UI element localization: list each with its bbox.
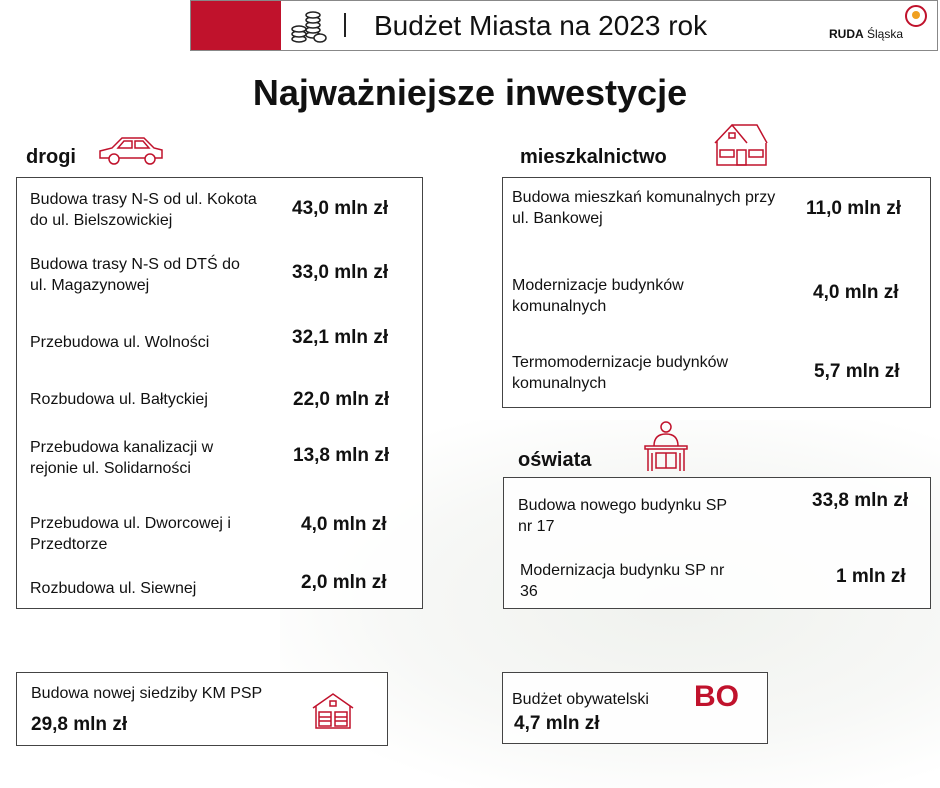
bo-box (502, 672, 768, 744)
oswiata-item-value: 33,8 mln zł (812, 490, 909, 511)
bo-badge: BO (694, 680, 739, 713)
drogi-item-value: 22,0 mln zł (293, 389, 390, 410)
house-icon (714, 123, 768, 166)
mieszkalnictwo-item-desc: Termomodernizacje budynków komunalnych (512, 354, 729, 392)
drogi-item-value: 32,1 mln zł (292, 327, 389, 348)
header-red-block (191, 1, 281, 50)
drogi-item-value: 13,8 mln zł (293, 445, 390, 466)
drogi-item-desc: Budowa trasy N-S od ul. Kokota do ul. Bi… (30, 191, 257, 229)
bo-value: 4,7 mln zł (514, 713, 600, 734)
drogi-item-desc: Rozbudowa ul. Bałtyckiej (30, 391, 208, 408)
oswiata-item-desc: Budowa nowego budynku SP nr 17 (518, 497, 727, 535)
oswiata-item-value: 1 mln zł (836, 566, 906, 587)
page-title: Najważniejsze inwestycje (252, 72, 688, 113)
kmpsp-desc: Budowa nowej siedziby KM PSP (31, 685, 263, 702)
mieszkalnictwo-item-value: 11,0 mln zł (806, 198, 902, 219)
oswiata-item-desc: Modernizacja budynku SP nr 36 (520, 562, 725, 600)
kmpsp-box (16, 672, 388, 746)
mieszkalnictwo-item-value: 5,7 mln zł (814, 361, 900, 382)
coins-icon (291, 11, 327, 43)
drogi-item-value: 43,0 mln zł (292, 198, 389, 219)
mieszkalnictwo-item-value: 4,0 mln zł (813, 282, 899, 303)
mieszkalnictwo-item-desc: Budowa mieszkań komunalnych przy ul. Ban… (512, 189, 776, 227)
mieszkalnictwo-box (502, 177, 931, 408)
section-title-oswiata: oświata (518, 449, 592, 471)
drogi-item-desc: Budowa trasy N-S od DTŚ do ul. Magazynow… (30, 256, 240, 294)
header-separator (344, 13, 346, 37)
drogi-item-value: 4,0 mln zł (301, 514, 387, 535)
header-bar: Budżet Miasta na 2023 rok RUDA Śląska (190, 0, 938, 51)
header-title: Budżet Miasta na 2023 rok (374, 10, 708, 41)
ruda-logo-icon (905, 5, 927, 27)
bo-desc: Budżet obywatelski (512, 691, 649, 708)
drogi-item-desc: Przebudowa ul. Wolności (30, 334, 210, 351)
drogi-item-value: 2,0 mln zł (301, 572, 387, 593)
city-logo: RUDA Śląska (829, 27, 904, 41)
fire-station-icon (312, 693, 354, 729)
section-title-drogi: drogi (26, 146, 76, 168)
oswiata-box (503, 477, 931, 609)
car-icon (99, 137, 163, 165)
drogi-item-value: 33,0 mln zł (292, 262, 389, 283)
student-desk-icon (644, 421, 688, 471)
drogi-item-desc: Przebudowa ul. Dworcowej i Przedtorze (30, 515, 231, 553)
section-title-mieszkalnictwo: mieszkalnictwo (520, 146, 667, 168)
mieszkalnictwo-item-desc: Modernizacje budynków komunalnych (512, 277, 684, 315)
drogi-item-desc: Przebudowa kanalizacji w rejonie ul. Sol… (30, 439, 214, 477)
kmpsp-value: 29,8 mln zł (31, 714, 128, 735)
drogi-item-desc: Rozbudowa ul. Siewnej (30, 580, 197, 597)
drogi-box (16, 177, 423, 609)
